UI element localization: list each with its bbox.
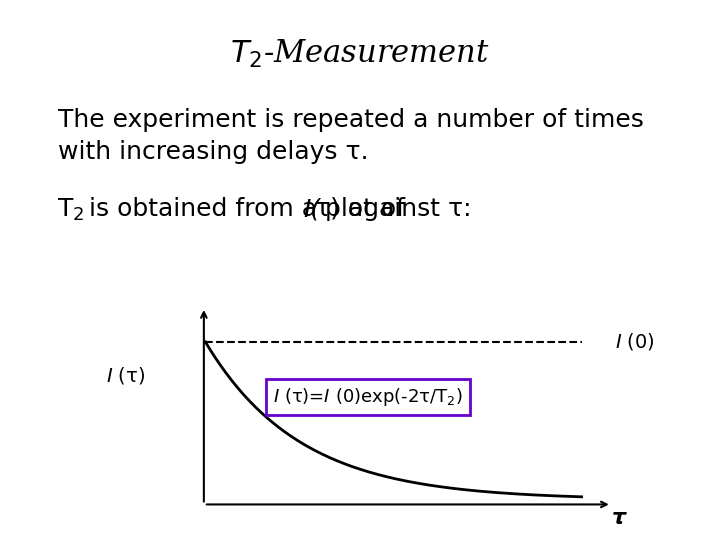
Text: I(: I( (303, 197, 320, 221)
Text: τ: τ (612, 508, 626, 528)
Text: τ) against τ:: τ) against τ: (315, 197, 472, 221)
Text: T: T (58, 197, 73, 221)
Text: The experiment is repeated a number of times
with increasing delays τ.: The experiment is repeated a number of t… (58, 108, 644, 164)
Text: is obtained from a plot of: is obtained from a plot of (81, 197, 413, 221)
Text: $\mathit{T}_2$-Measurement: $\mathit{T}_2$-Measurement (230, 38, 490, 70)
Text: $\mathit{I}$ (0): $\mathit{I}$ (0) (616, 332, 655, 353)
Text: 2: 2 (73, 206, 84, 224)
Text: $\mathit{I}$ (τ)=$\mathit{I}$ (0)exp(-2τ/T$_2$): $\mathit{I}$ (τ)=$\mathit{I}$ (0)exp(-2τ… (273, 386, 463, 408)
Text: $\mathit{I}$ (τ): $\mathit{I}$ (τ) (107, 365, 145, 386)
